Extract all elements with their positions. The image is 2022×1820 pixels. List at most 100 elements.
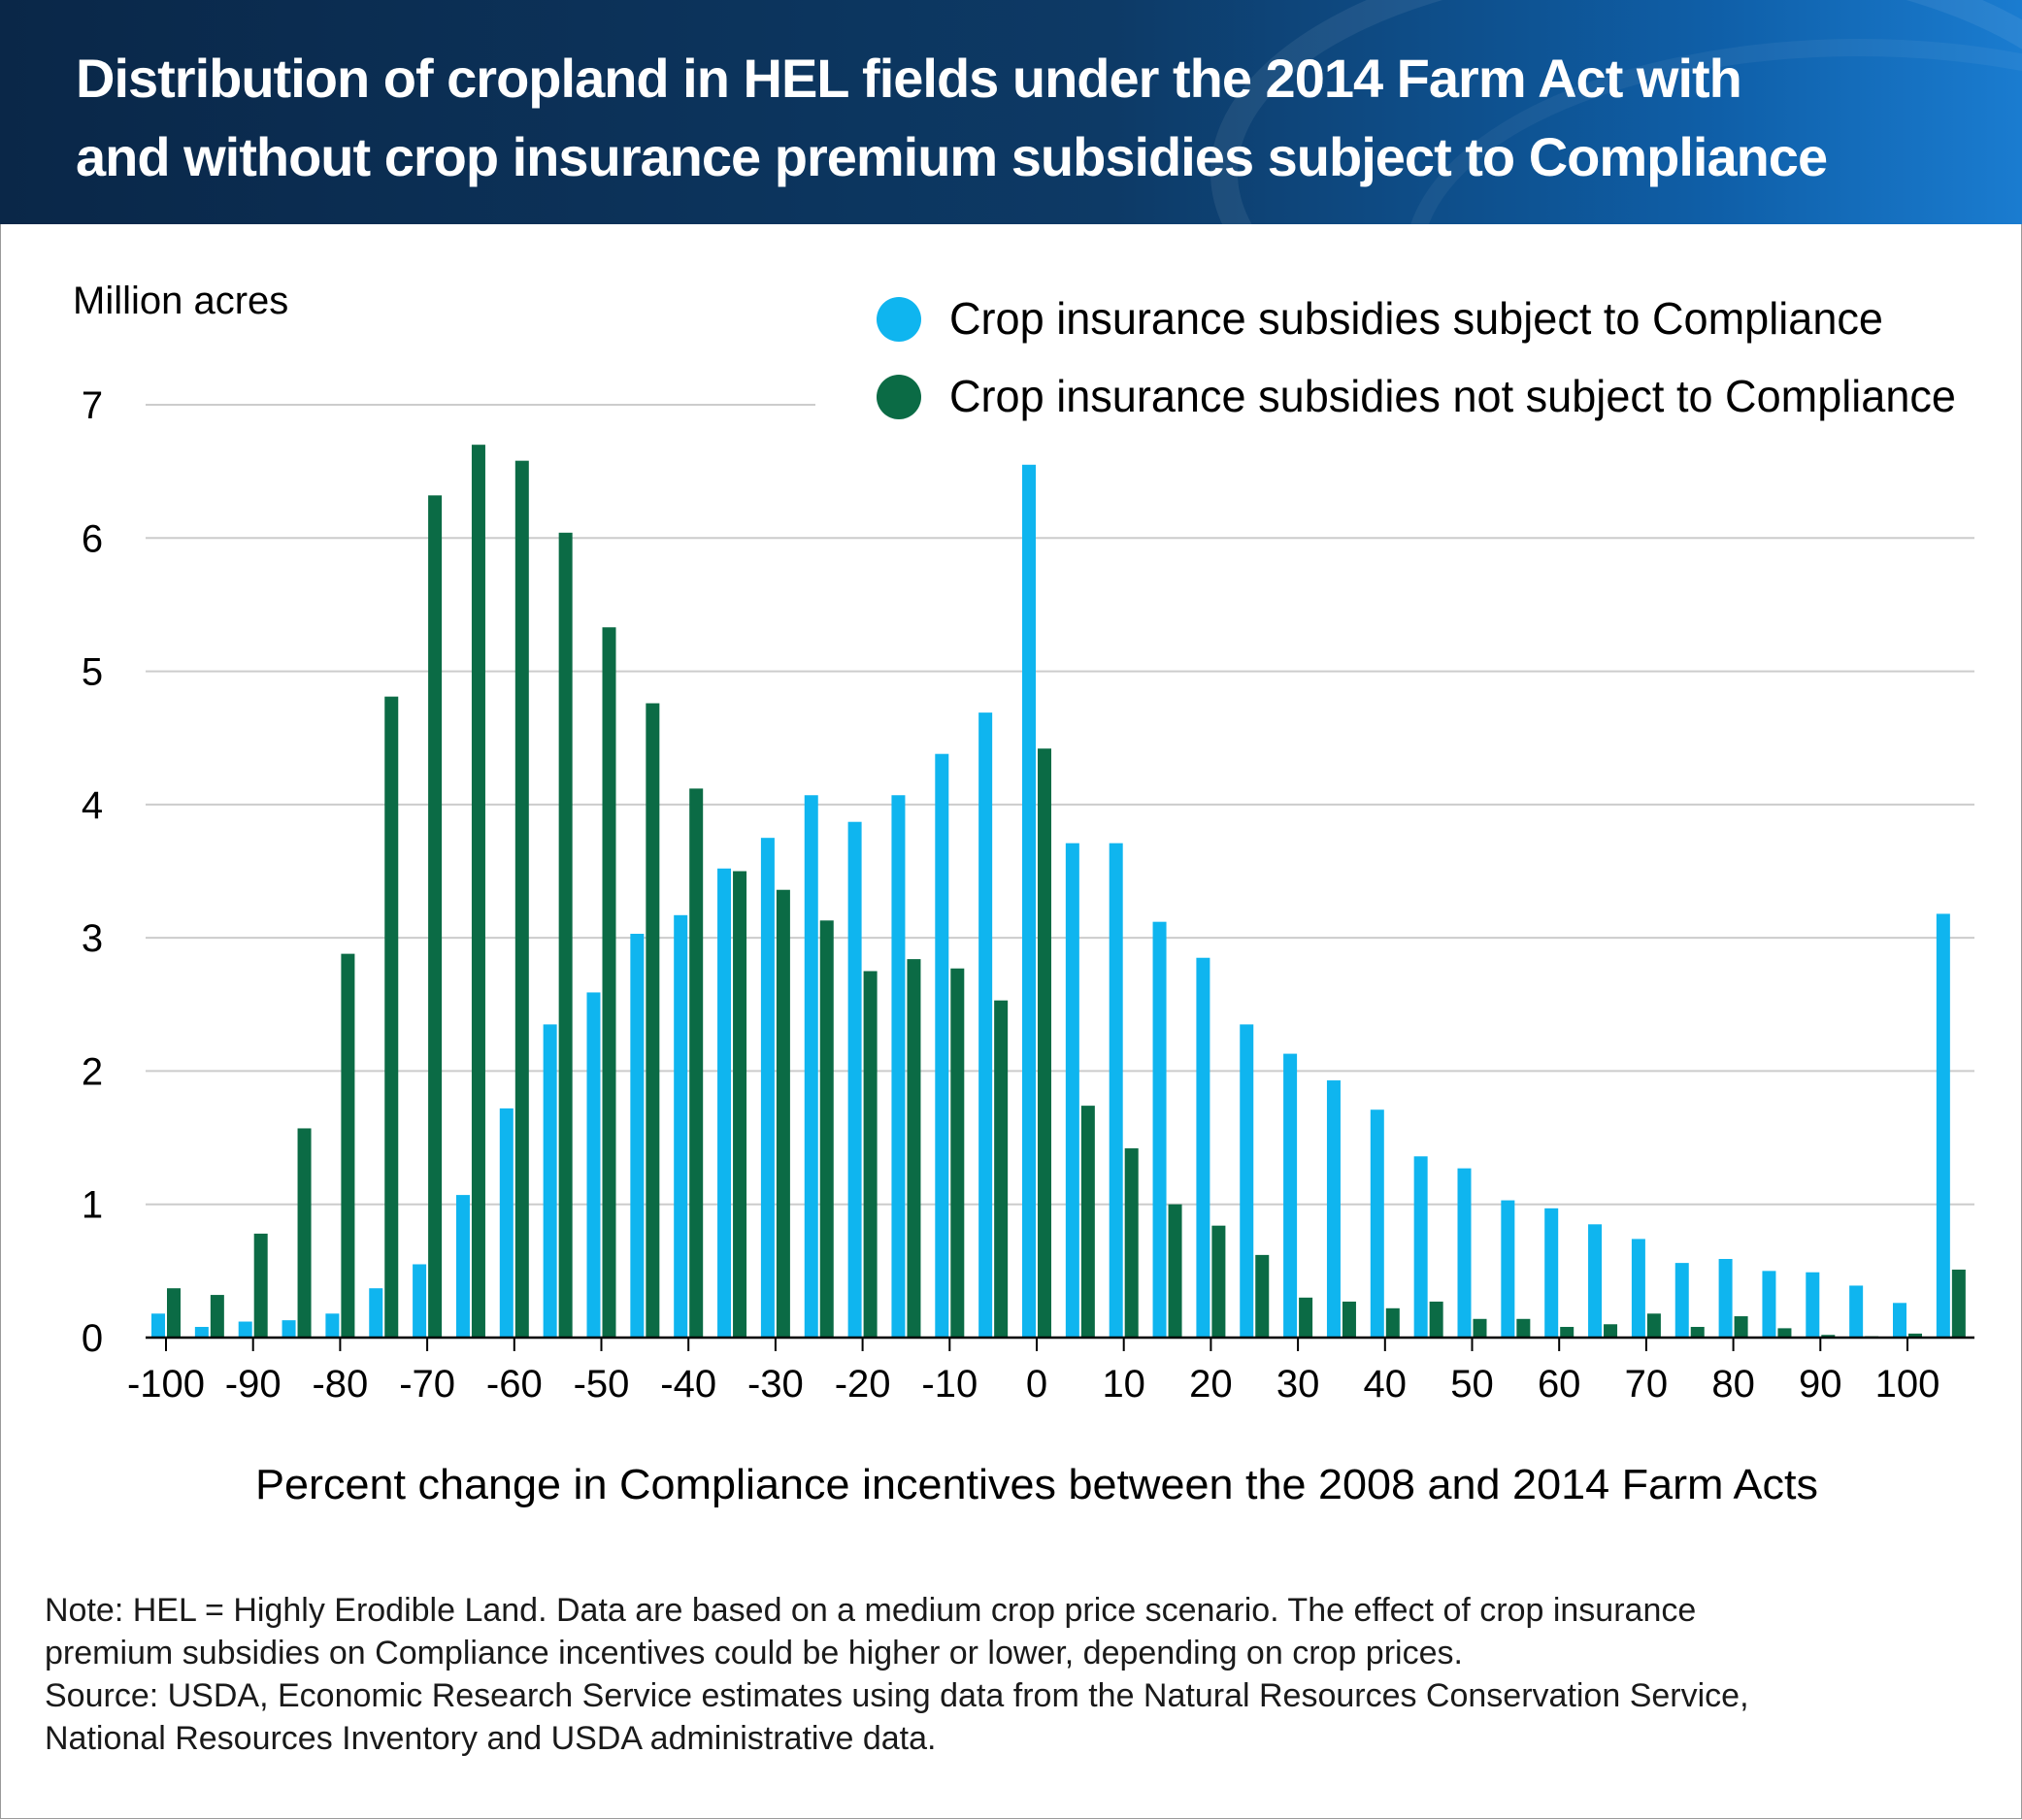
- bar-subject: [1718, 1259, 1733, 1338]
- bar-not-subject: [1690, 1327, 1705, 1338]
- bar-subject: [194, 1327, 209, 1338]
- bar-not-subject: [950, 968, 965, 1338]
- title-banner: Distribution of cropland in HEL fields u…: [0, 0, 2022, 224]
- bar-subject: [1457, 1168, 1472, 1338]
- bar-subject: [325, 1313, 340, 1338]
- bar-subject: [455, 1195, 470, 1338]
- bar-subject: [543, 1024, 557, 1338]
- chart-title-line-2: and without crop insurance premium subsi…: [76, 126, 1828, 187]
- bar-subject: [1893, 1303, 1906, 1338]
- legend-label-subject: Crop insurance subsidies subject to Comp…: [949, 293, 1883, 344]
- bar-subject: [1370, 1109, 1384, 1338]
- x-tick-label: -50: [574, 1363, 630, 1406]
- bar-not-subject: [384, 696, 399, 1338]
- bar-not-subject: [1168, 1204, 1182, 1338]
- bar-not-subject: [471, 445, 485, 1338]
- bar-subject: [1631, 1239, 1645, 1338]
- bar-not-subject: [1560, 1327, 1575, 1338]
- bar-not-subject: [1473, 1318, 1487, 1338]
- bar-not-subject: [1646, 1313, 1661, 1338]
- x-tick-label: 50: [1450, 1363, 1494, 1406]
- legend-swatch-subject: [877, 297, 921, 342]
- bar-subject: [1588, 1224, 1603, 1338]
- y-tick-label: 0: [82, 1317, 103, 1360]
- x-tick-label: 70: [1625, 1363, 1669, 1406]
- bar-subject: [935, 753, 949, 1338]
- legend-swatch-not-subject: [877, 375, 921, 419]
- x-tick-label: 30: [1276, 1363, 1320, 1406]
- bar-subject: [282, 1320, 296, 1338]
- bar-not-subject: [1604, 1324, 1618, 1338]
- bar-subject: [978, 712, 993, 1338]
- x-tick-label: -100: [127, 1363, 205, 1406]
- bar-subject: [674, 914, 688, 1338]
- bar-not-subject: [297, 1128, 312, 1338]
- bar-subject: [1283, 1053, 1298, 1338]
- x-tick-label: -70: [399, 1363, 455, 1406]
- y-tick-label: 4: [82, 784, 103, 827]
- bar-not-subject: [1211, 1225, 1226, 1338]
- bar-not-subject: [1342, 1301, 1356, 1338]
- bar-subject: [1849, 1285, 1864, 1338]
- x-tick-label: -40: [660, 1363, 716, 1406]
- bar-subject: [804, 795, 818, 1338]
- x-axis: -100 -90 -80 -70 -60 -50 -40 -30 -20 -10 0 10 20 30 40…: [127, 1336, 1974, 1406]
- bar-subject: [413, 1264, 427, 1338]
- x-tick-label: -10: [921, 1363, 978, 1406]
- bar-subject: [1065, 843, 1079, 1338]
- source-line: Source: USDA, Economic Research Service …: [45, 1677, 1749, 1714]
- bar-subject: [1152, 921, 1167, 1338]
- chart-note: Note: HEL = Highly Erodible Land. Data a…: [45, 1589, 1986, 1760]
- bar-not-subject: [514, 460, 529, 1338]
- x-tick-label: 20: [1189, 1363, 1233, 1406]
- bar-not-subject: [776, 889, 790, 1338]
- bar-subject: [717, 868, 732, 1338]
- gridlines: [146, 404, 1974, 1206]
- bar-not-subject: [428, 495, 443, 1339]
- y-tick-label: 3: [82, 917, 103, 960]
- y-axis-ticks: 0 1 2 3 4 5 6 7: [82, 384, 103, 1360]
- y-tick-label: 6: [82, 517, 103, 560]
- bar-not-subject: [1951, 1269, 1966, 1338]
- bar-subject: [1196, 957, 1210, 1338]
- bar-not-subject: [994, 1000, 1009, 1338]
- bar-subject: [630, 934, 645, 1338]
- bar-subject: [1544, 1208, 1559, 1338]
- x-tick-label: 0: [1026, 1363, 1047, 1406]
- bar-subject: [1413, 1156, 1428, 1338]
- legend: Crop insurance subsidies subject to Comp…: [877, 293, 1956, 421]
- bar-not-subject: [1734, 1316, 1748, 1338]
- bar-not-subject: [1385, 1307, 1400, 1338]
- x-tick-label: 40: [1364, 1363, 1408, 1406]
- bar-subject: [151, 1313, 165, 1338]
- bar-subject: [1936, 913, 1950, 1338]
- bar-not-subject: [602, 627, 616, 1338]
- bar-not-subject: [819, 920, 834, 1338]
- bar-subject: [1022, 464, 1036, 1338]
- y-axis-label: Million acres: [73, 280, 288, 322]
- x-tick-label: -80: [312, 1363, 368, 1406]
- bar-subject: [847, 821, 862, 1338]
- bar-subject: [369, 1288, 383, 1338]
- bar-not-subject: [558, 532, 573, 1338]
- x-axis-label: Percent change in Compliance incentives …: [255, 1461, 1818, 1508]
- x-tick-label: -90: [225, 1363, 282, 1406]
- bar-subject: [1240, 1024, 1254, 1338]
- source-line: National Resources Inventory and USDA ad…: [45, 1720, 937, 1757]
- bar-subject: [891, 795, 906, 1338]
- bar-subject: [1326, 1080, 1341, 1338]
- x-tick-label: 80: [1711, 1363, 1755, 1406]
- bar-subject: [238, 1321, 252, 1338]
- bar-subject: [1674, 1263, 1689, 1338]
- x-tick-label: 100: [1875, 1363, 1940, 1406]
- bar-not-subject: [1038, 748, 1051, 1338]
- bar-not-subject: [1080, 1106, 1095, 1338]
- y-tick-label: 5: [82, 651, 103, 694]
- x-tick-label: -60: [486, 1363, 543, 1406]
- x-tick-label: 60: [1538, 1363, 1581, 1406]
- bar-not-subject: [1255, 1254, 1270, 1338]
- bar-not-subject: [1516, 1318, 1531, 1338]
- bar-subject: [499, 1108, 514, 1338]
- bar-not-subject: [167, 1288, 181, 1338]
